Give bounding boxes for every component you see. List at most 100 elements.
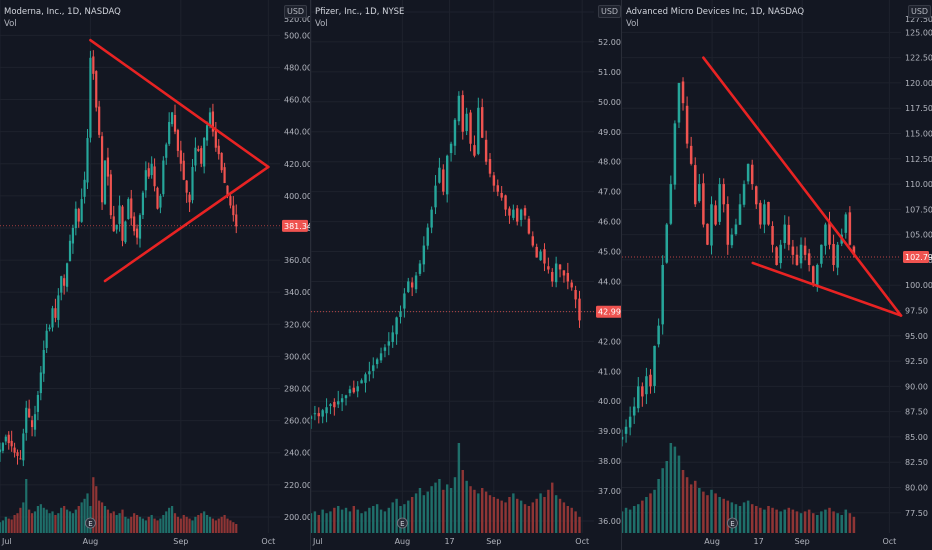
moderna-volume-bar [232, 522, 235, 533]
moderna-candle-body [51, 308, 54, 328]
chart-pane-pfizer[interactable]: E36.0037.0038.0039.0040.0041.0042.0043.0… [311, 0, 621, 550]
moderna-volume-bar [135, 515, 139, 533]
amd-y-tick-label: 120.00 [905, 79, 932, 88]
pfizer-candle-body [465, 113, 468, 132]
pfizer-unit-badge[interactable]: USD [598, 5, 621, 18]
moderna-volume-bar [83, 498, 86, 533]
pfizer-candle-body [519, 209, 523, 220]
pane-separator[interactable] [621, 0, 622, 550]
pfizer-title: Pfizer, Inc., 1D, NYSE [315, 7, 405, 17]
moderna-candle-body [83, 179, 86, 197]
amd-pattern-trendline[interactable] [751, 261, 903, 317]
pfizer-candle-body [438, 167, 441, 183]
amd-y-tick-label: 107.50 [905, 205, 932, 214]
pfizer-candle-body [504, 195, 507, 210]
moderna-volume-bar [98, 500, 101, 533]
amd-earnings-marker[interactable] [727, 517, 738, 529]
moderna-candle-body [235, 214, 238, 227]
moderna-pattern-trendline[interactable] [103, 165, 270, 283]
moderna-volume-bar [200, 513, 203, 533]
pfizer-volume-bar [539, 493, 542, 533]
amd-volume-bar [622, 511, 624, 533]
pfizer-candle-body [531, 236, 535, 246]
moderna-candle-body [217, 145, 220, 155]
moderna-volume-bar [220, 516, 223, 533]
moderna-candle-body [194, 147, 197, 166]
pfizer-volume-bar [438, 479, 441, 533]
moderna-unit-badge[interactable]: USD [284, 5, 308, 18]
moderna-pattern-trendline[interactable] [89, 38, 270, 169]
pfizer-volume-bar [469, 486, 472, 533]
pfizer-volume-bar [492, 497, 496, 533]
moderna-candle-body [133, 216, 136, 232]
chart-pane-moderna[interactable]: E 200.00 220.00 240.00 260.00 280.00 300.00 320… [0, 0, 310, 550]
moderna-x-tick-label: Aug [83, 537, 99, 546]
pfizer-volume-bar [426, 491, 429, 533]
moderna-candle-body [98, 106, 101, 135]
pfizer-candle-body [551, 272, 554, 282]
pfizer-candle-body [410, 282, 414, 288]
moderna-last-price-badge[interactable] [282, 219, 308, 232]
moderna-candle-body [168, 122, 171, 144]
amd-candle-body [783, 224, 787, 243]
pfizer-candle-body [457, 95, 461, 122]
moderna-candle-body [130, 198, 133, 219]
moderna-volume-bar [162, 515, 165, 533]
moderna-volume-bar [168, 507, 171, 533]
moderna-volume-bar [4, 516, 7, 533]
moderna-candle-body [36, 394, 40, 412]
pfizer-y-tick-label: 42.00 [598, 337, 621, 346]
pfizer-volume-bar [333, 507, 336, 533]
amd-volume-bar [693, 480, 697, 533]
amd-volume-bar [807, 509, 811, 533]
pfizer-volume-bar [554, 495, 558, 533]
amd-y-tick-label: 127.50 [905, 15, 932, 24]
moderna-volume-bar [74, 509, 77, 533]
moderna-candle-body [1, 443, 5, 451]
moderna-candle-body [124, 221, 127, 243]
amd-candle-body [775, 247, 778, 265]
moderna-candle-body [103, 160, 107, 204]
pfizer-chart-svg[interactable]: E36.0037.0038.0039.0040.0041.0042.0043.0… [311, 0, 621, 550]
moderna-candle-body [77, 208, 80, 222]
amd-candle-body [807, 253, 811, 265]
pfizer-candle-body [379, 353, 383, 361]
pfizer-candle-body [364, 374, 367, 383]
chart-pane-amd[interactable]: E 77.50 80.00 82.50 85.00 87.50 90.00 92.50 95.0… [622, 0, 932, 550]
amd-volume-bar [832, 511, 835, 533]
moderna-volume-bar [130, 516, 133, 533]
amd-candle-body [791, 246, 795, 255]
moderna-volume-bar [28, 509, 31, 533]
pfizer-earnings-marker[interactable] [396, 517, 408, 529]
moderna-volume-bar [86, 493, 89, 533]
pfizer-candle-body [508, 208, 511, 216]
moderna-volume-bar [159, 518, 162, 533]
moderna-earnings-marker[interactable] [85, 517, 96, 529]
amd-candle-body [787, 224, 791, 245]
amd-volume-bar [669, 443, 673, 533]
pfizer-candle-body [337, 401, 340, 405]
pfizer-y-tick-label: 39.00 [598, 427, 621, 436]
pfizer-candle-body [333, 401, 336, 408]
amd-last-price-badge[interactable] [903, 250, 929, 263]
moderna-candle-body [162, 160, 165, 195]
moderna-volume-bar [63, 506, 66, 533]
pfizer-candle-body [516, 208, 519, 222]
amd-pattern-trendline[interactable] [702, 56, 903, 317]
moderna-chart-svg[interactable]: E 200.00 220.00 240.00 260.00 280.00 300.00 320… [0, 0, 310, 550]
pfizer-last-price-badge[interactable] [596, 305, 621, 318]
moderna-candle-body [109, 174, 112, 216]
pfizer-candle-body [461, 95, 464, 132]
moderna-candle-body [138, 215, 142, 239]
amd-candle-body [649, 374, 652, 387]
amd-chart-svg[interactable]: E 77.50 80.00 82.50 85.00 87.50 90.00 92.50 95.0… [622, 0, 932, 550]
pfizer-volume-bar [430, 486, 433, 533]
moderna-volume-bar [194, 516, 197, 533]
amd-volume-bar [641, 500, 644, 533]
moderna-volume-bar [60, 507, 63, 533]
moderna-header: Moderna, Inc., 1D, NASDAQ Vol [4, 6, 121, 30]
amd-unit-badge[interactable]: USD [908, 5, 932, 18]
moderna-y-tick-label: 420.00 [284, 160, 310, 169]
pfizer-volume-bar [321, 509, 324, 533]
amd-y-tick-label: 95.00 [905, 332, 928, 341]
